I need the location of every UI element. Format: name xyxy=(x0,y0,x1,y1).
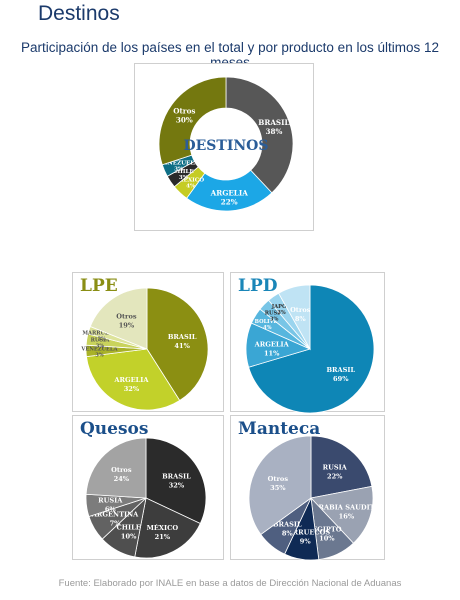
data-label-brasil: BRASIL 41% xyxy=(168,333,197,350)
chart-lpe-title: LPE xyxy=(80,276,118,296)
chart-quesos-panel: Quesos BRASIL 32% MÉXICO 21% CHILE 10% ARGENTI… xyxy=(72,415,224,560)
chart-quesos-title: Quesos xyxy=(80,419,149,439)
data-label-chile: CHILE 3% xyxy=(173,169,194,181)
chart-manteca-title: Manteca xyxy=(238,419,321,439)
pie-slice-otros xyxy=(158,76,227,166)
pie-slice-brasil xyxy=(145,437,207,525)
chart-quesos: BRASIL 32% MÉXICO 21% CHILE 10%ARGENTINA 7%RUS… xyxy=(85,437,207,559)
data-label-otros: Otros 8% xyxy=(290,306,311,323)
pie-slice-rusia xyxy=(310,435,373,499)
data-label-mexico: MÉXICO 21% xyxy=(147,523,179,541)
data-label-otros: Otros 35% xyxy=(268,475,289,492)
pie-slice-brasil xyxy=(225,76,294,194)
pie-slice-arabia-saudita xyxy=(310,485,374,544)
data-label-otros: Otros 24% xyxy=(111,466,132,483)
data-label-marruecos: MARRUECOS 9% xyxy=(280,529,330,546)
data-label-venezuela: VENEZUELA 3% xyxy=(158,160,199,172)
data-label-venezuela: VENEZUELA 3% xyxy=(80,346,118,358)
data-label-argelia: ARGELIA 32% xyxy=(113,376,149,393)
chart-manteca-panel: Manteca RUSIA 22% ARABIA SAUDITA 16% EGIPTO 1… xyxy=(230,415,385,561)
data-label-argelia: ARGELIA 22% xyxy=(210,188,249,206)
data-label-arabia-saudita: ARABIA SAUDITA 16% xyxy=(312,503,380,520)
data-label-mexico: MÉXICO 4% xyxy=(177,176,204,190)
data-label-rusia: RUSIA 22% xyxy=(323,463,348,480)
data-label-chile: CHILE 10% xyxy=(117,524,141,541)
pie-slice-otros xyxy=(85,437,147,499)
data-label-marruecos: MARRUECOS 2% xyxy=(82,330,121,342)
pie-slice-mexico xyxy=(134,497,201,559)
chart-lpd-title: LPD xyxy=(238,276,278,296)
data-label-otros: Otros 30% xyxy=(173,107,195,125)
pie-slice-otros xyxy=(248,435,312,536)
data-label-rusia: RUSIA 3% xyxy=(265,310,285,322)
data-label-argentina: ARGENTINA 7% xyxy=(91,510,139,527)
data-label-brasil: BRASIL 69% xyxy=(326,366,355,383)
page-heading: Destinos xyxy=(38,2,120,25)
data-label-bolivia: BOLIVIA 4% xyxy=(255,319,281,331)
data-label-rusia: RUSIA 3% xyxy=(91,338,111,350)
pie-slice-argelia xyxy=(86,348,181,411)
pie-slice-brasil xyxy=(248,284,375,413)
chart-destinos-panel: BRASIL 38% ARGELIA 22% MÉXICO 4% CHILE 3% VENEZU… xyxy=(134,63,314,231)
pie-slice-otros xyxy=(89,287,148,350)
data-label-brasil: BRASIL 32% xyxy=(162,473,191,490)
chart-destinos: BRASIL 38% ARGELIA 22% MÉXICO 4%CHILE 3%VENEZU… xyxy=(158,76,294,212)
source-note: Fuente: Elaborado por INALE en base a da… xyxy=(58,578,402,589)
data-label-rusia: RUSIA 6% xyxy=(98,497,123,514)
data-label-brasil: BRASIL 38% xyxy=(258,118,289,136)
chart-manteca: RUSIA 22% ARABIA SAUDITA 16% EGIPTO 10%MARRUE… xyxy=(248,435,380,561)
chart-lpe-panel: LPE BRASIL 41% ARGELIA 32% VENEZUELA 3% RUSIA 3… xyxy=(72,272,224,412)
chart-lpe: BRASIL 41% ARGELIA 32% VENEZUELA 3%RUSIA 3%MAR… xyxy=(80,287,209,411)
data-label-egipto: EGIPTO 10% xyxy=(312,526,342,543)
data-label-otros: Otros 19% xyxy=(116,313,137,330)
data-label-argelia: ARGELIA 11% xyxy=(254,341,290,358)
chart-lpd-panel: LPD BRASIL 69% ARGELIA 11% BOLIVIA 4% RUSIA 3% J… xyxy=(230,272,385,413)
data-label-japon: JAPÓN 3% xyxy=(271,302,292,316)
data-label-brasil: BRASIL 8% xyxy=(273,521,302,538)
pie-slice-otros xyxy=(278,284,311,351)
chart-lpd: BRASIL 69% ARGELIA 11% BOLIVIA 4%RUSIA 3%JAPÓN… xyxy=(245,284,375,413)
donut-center-label: DESTINOS xyxy=(184,138,269,154)
